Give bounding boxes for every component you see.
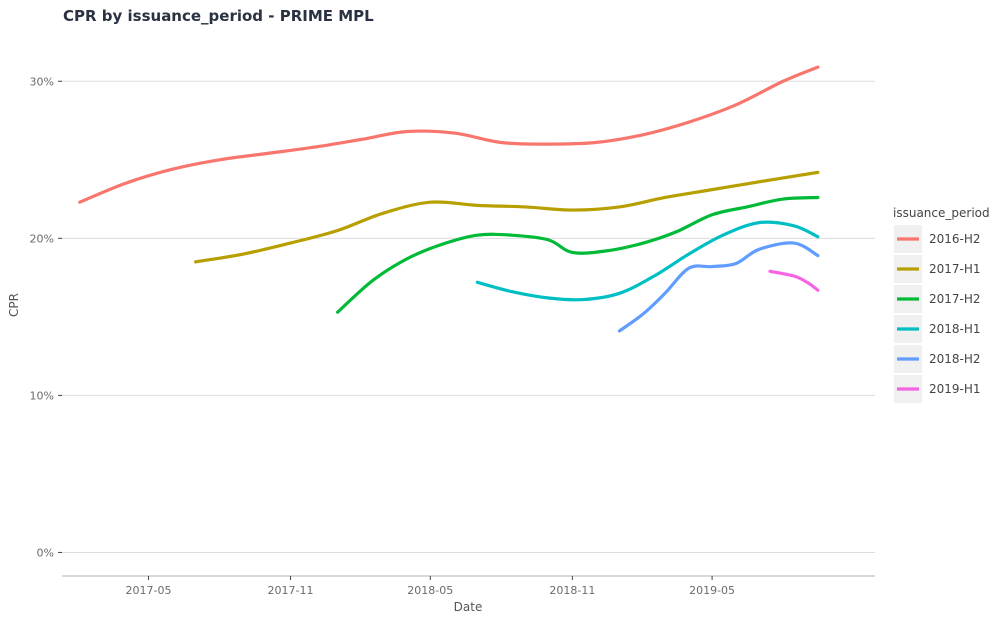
legend-title: issuance_period [893, 206, 990, 220]
axes: 0% 10% 20% 30% 2017-05 2017-11 2018-05 2018-11 2… [30, 75, 875, 597]
legend-label: 2017-H2 [929, 292, 981, 306]
y-axis-label: CPR [7, 293, 21, 317]
series-line-2017-H2 [336, 195, 820, 314]
series-line-2019-H1 [768, 269, 820, 292]
series-line-2018-H2 [617, 241, 820, 333]
series-line-2016-H2 [78, 65, 820, 204]
chart-title: CPR by issuance_period - PRIME MPL [63, 7, 374, 25]
legend-label: 2016-H2 [929, 232, 981, 246]
legend-label: 2018-H1 [929, 322, 981, 336]
legend-label: 2019-H1 [929, 382, 981, 396]
series-line-2017-H1 [193, 170, 820, 264]
series-line-2018-H1 [475, 220, 820, 302]
y-tick-label: 10% [30, 389, 54, 402]
x-tick-label: 2018-05 [407, 584, 453, 597]
x-axis-label: Date [454, 600, 483, 614]
legend-label: 2018-H2 [929, 352, 981, 366]
y-tick-label: 0% [37, 546, 54, 559]
x-tick-label: 2017-11 [268, 584, 314, 597]
x-tick-label: 2017-05 [125, 584, 171, 597]
legend-label: 2017-H1 [929, 262, 981, 276]
legend: 2016-H2 2017-H1 2017-H2 2018-H1 2018-H2 2019-… [894, 225, 981, 403]
grid-lines [62, 80, 875, 553]
series-lines [78, 65, 820, 333]
y-tick-label: 20% [30, 232, 54, 245]
x-tick-label: 2019-05 [689, 584, 735, 597]
y-tick-label: 30% [30, 75, 54, 88]
x-tick-label: 2018-11 [549, 584, 595, 597]
